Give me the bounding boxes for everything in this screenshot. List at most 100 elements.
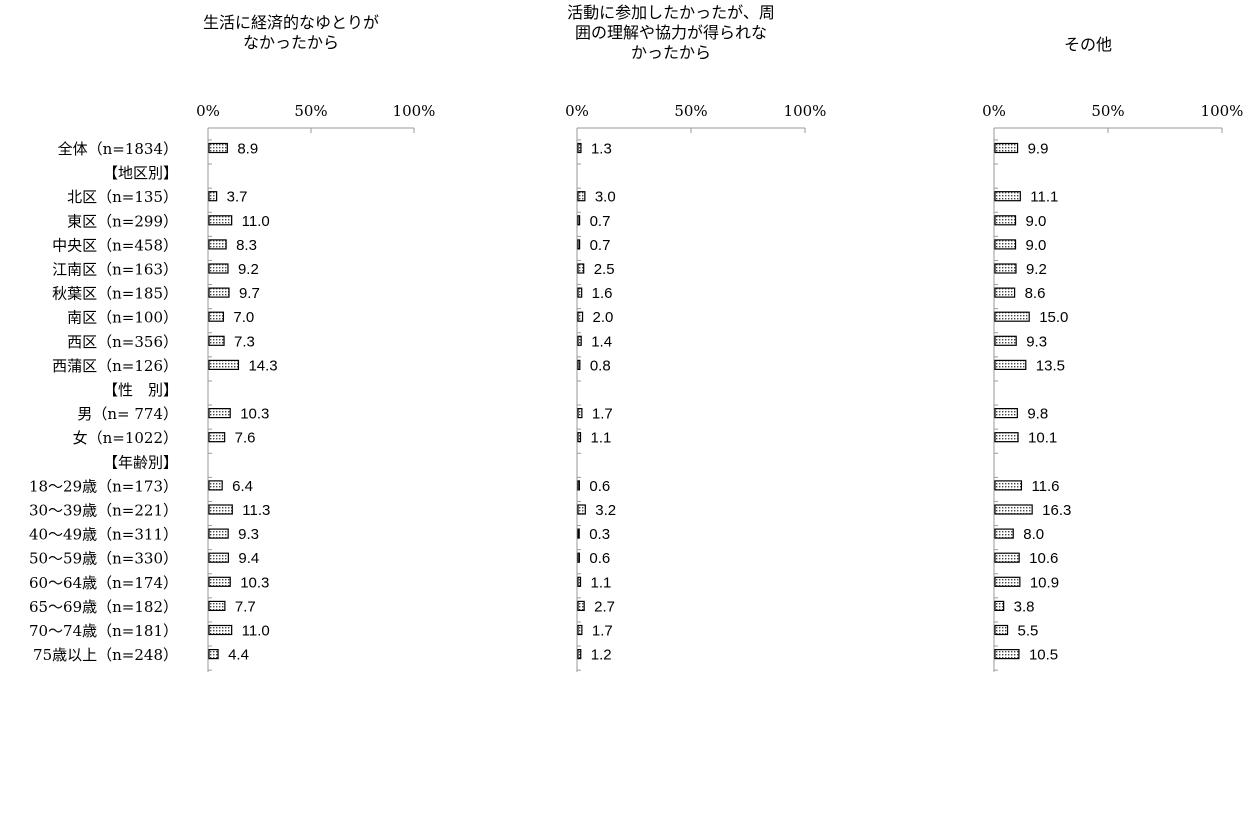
bar: [994, 552, 1020, 563]
bar: [994, 142, 1019, 154]
data-label: 9.0: [1026, 213, 1047, 230]
bar: [994, 311, 1030, 322]
bar: [994, 432, 1019, 443]
category-label: 南区（n=100）: [67, 309, 178, 327]
data-label: 7.3: [234, 333, 255, 350]
bar: [208, 600, 226, 612]
bar: [994, 504, 1033, 515]
data-label: 1.1: [591, 574, 612, 591]
bar: [577, 335, 582, 346]
tick-label: 0%: [196, 102, 220, 120]
data-label: 15.0: [1039, 309, 1068, 326]
data-label: 0.3: [589, 526, 610, 543]
bar: [994, 480, 1023, 491]
bar: [208, 648, 219, 660]
category-label: 30～39歳（n=221）: [29, 502, 178, 520]
bar: [577, 142, 582, 154]
category-label: 60～64歳（n=174）: [29, 574, 178, 592]
data-label: 10.9: [1030, 574, 1059, 591]
data-label: 1.7: [592, 623, 613, 640]
data-label: 9.2: [238, 261, 259, 278]
data-label: 10.3: [240, 406, 269, 423]
bar: [994, 239, 1017, 250]
bar: [577, 432, 582, 443]
bar: [994, 359, 1027, 370]
data-label: 1.1: [591, 430, 612, 447]
bar: [577, 287, 583, 298]
bar: [577, 600, 585, 612]
bar: [577, 191, 586, 202]
bar: [577, 215, 581, 226]
data-label: 8.3: [236, 237, 257, 254]
bar: [208, 576, 231, 587]
tick-label: 0%: [565, 102, 589, 120]
category-label: 70～74歳（n=181）: [29, 622, 178, 640]
bar: [577, 552, 580, 563]
data-label: 1.6: [592, 285, 613, 302]
bar: [994, 528, 1014, 539]
panel-title: 生活に経済的なゆとりが: [203, 13, 379, 32]
category-label: 中央区（n=458）: [52, 236, 178, 254]
bar: [208, 408, 231, 419]
data-label: 9.2: [1026, 261, 1047, 278]
bar: [577, 359, 581, 370]
bar: [208, 287, 230, 298]
bar: [208, 263, 229, 274]
data-label: 3.7: [227, 189, 248, 206]
data-label: 16.3: [1042, 502, 1071, 519]
tick-label: 50%: [294, 102, 327, 120]
data-label: 10.5: [1029, 647, 1058, 664]
bar: [577, 263, 585, 274]
bar: [994, 600, 1005, 612]
tick-label: 100%: [1201, 102, 1244, 120]
data-label: 0.6: [589, 478, 610, 495]
bar: [994, 624, 1009, 636]
data-label: 1.4: [591, 333, 612, 350]
bar: [994, 287, 1016, 298]
panel-title: 囲の理解や協力が得られな: [575, 23, 767, 42]
bar: [208, 480, 223, 491]
panel-3: その他 0% 50% 100% 9.9 11.1 9.0 9.0 9.2 8.6 15.0 9.3 13…: [982, 35, 1244, 673]
category-label: 秋葉区（n=185）: [52, 285, 178, 303]
data-label: 13.5: [1036, 357, 1065, 374]
category-label: 【性 別】: [103, 381, 178, 399]
bar: [577, 408, 583, 419]
category-label: 【地区別】: [103, 164, 178, 182]
bar: [577, 480, 580, 491]
category-label: 65～69歳（n=182）: [29, 598, 178, 616]
data-label: 0.7: [590, 213, 611, 230]
bar: [208, 215, 233, 226]
data-label: 11.6: [1031, 478, 1059, 495]
data-label: 9.0: [1026, 237, 1047, 254]
data-label: 8.6: [1025, 285, 1046, 302]
category-label: 全体（n=1834）: [58, 140, 178, 158]
data-label: 7.7: [235, 598, 256, 615]
bar: [208, 504, 233, 515]
bar: [994, 408, 1018, 419]
bar: [994, 263, 1017, 274]
data-label: 9.4: [238, 550, 259, 567]
bar: [577, 624, 583, 636]
tick-label: 0%: [982, 102, 1006, 120]
bar: [577, 311, 584, 322]
data-label: 3.0: [595, 189, 616, 206]
bar: [994, 335, 1017, 346]
data-label: 10.1: [1028, 430, 1057, 447]
category-label: 【年齢別】: [103, 453, 178, 471]
category-label: 西区（n=356）: [67, 333, 178, 351]
bar: [208, 335, 225, 346]
bar: [208, 624, 233, 636]
panel-title: その他: [1064, 35, 1112, 54]
data-label: 2.5: [594, 261, 615, 278]
bar: [994, 191, 1021, 202]
data-label: 5.5: [1018, 623, 1039, 640]
data-label: 2.7: [594, 598, 615, 615]
bar: [577, 239, 581, 250]
data-label: 9.8: [1027, 406, 1048, 423]
data-label: 0.7: [590, 237, 611, 254]
data-label: 2.0: [593, 309, 614, 326]
category-label: 18～29歳（n=173）: [29, 477, 178, 495]
panel-title: かったから: [631, 43, 711, 62]
